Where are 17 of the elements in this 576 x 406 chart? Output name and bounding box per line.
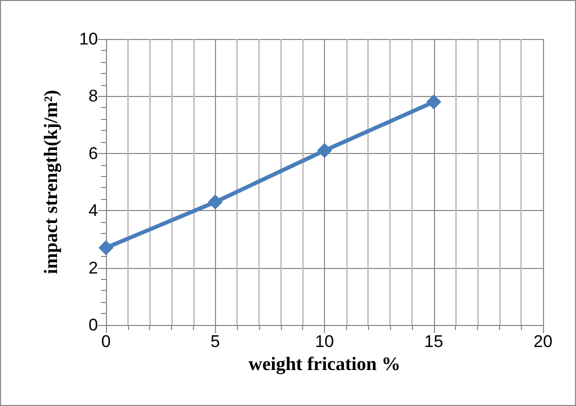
y-axis-title: impact strength(kj/m²) [41, 90, 62, 274]
x-tick-label: 20 [534, 332, 552, 351]
y-tick-label: 6 [88, 144, 98, 163]
point [98, 240, 114, 256]
y-tick-label: 4 [88, 201, 98, 220]
y-tick-label: 8 [88, 86, 98, 106]
x-axis-title: weight frication % [248, 354, 400, 375]
x-tick-label: 15 [424, 332, 444, 351]
x-tick-label: 10 [315, 332, 334, 351]
point [317, 143, 332, 158]
y-tick-label: 0 [88, 316, 98, 334]
y-tick-label: 2 [88, 258, 98, 278]
y-tick-label: 10 [79, 30, 98, 48]
point [208, 194, 223, 210]
point [426, 94, 442, 110]
x-tick-label: 5 [210, 332, 220, 351]
x-tick-label: 0 [101, 332, 111, 351]
